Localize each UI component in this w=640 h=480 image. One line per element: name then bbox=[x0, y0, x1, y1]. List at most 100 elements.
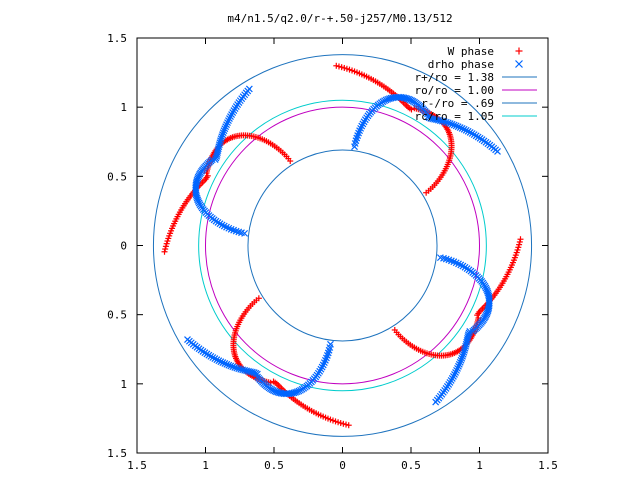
point-s1-a0-74 bbox=[453, 366, 460, 374]
point-s1-a1-69 bbox=[452, 122, 460, 130]
point-s1-a0-72 bbox=[455, 362, 462, 370]
point-s1-a1-68 bbox=[450, 121, 458, 129]
point-s1-a0-76 bbox=[451, 370, 458, 378]
point-s1-a3-63 bbox=[237, 365, 245, 373]
x-tick-label-0: 1.5 bbox=[127, 459, 147, 472]
point-s1-a3-66 bbox=[231, 363, 239, 371]
point-s1-a3-77 bbox=[209, 354, 217, 361]
point-s0-a2-88 bbox=[340, 420, 347, 427]
point-s1-a3-53 bbox=[254, 373, 261, 381]
point-s0-a0-89 bbox=[335, 63, 342, 70]
legend-label-1: drho phase bbox=[428, 58, 494, 71]
point-s1-a3-73 bbox=[217, 358, 225, 366]
point-s1-a0-64 bbox=[461, 346, 468, 354]
point-s0-a1-90 bbox=[161, 248, 168, 255]
point-s1-a3-69 bbox=[225, 361, 233, 369]
point-s1-a3-65 bbox=[233, 364, 241, 372]
point-s1-a0-69 bbox=[457, 356, 465, 364]
point-s1-a3-71 bbox=[221, 360, 229, 367]
point-s1-a1-60 bbox=[435, 116, 442, 124]
circle-4 bbox=[247, 149, 438, 342]
point-s0-a3-90 bbox=[517, 236, 524, 243]
point-s0-a1-89 bbox=[162, 246, 169, 253]
y-tick-label-5: 1 bbox=[120, 378, 127, 391]
point-s1-a2-68 bbox=[219, 129, 227, 137]
circle-2 bbox=[152, 54, 533, 437]
point-s1-a2-65 bbox=[217, 135, 225, 143]
point-s1-a3-61 bbox=[241, 366, 249, 374]
point-s0-a3-88 bbox=[516, 241, 523, 248]
point-s1-a1-74 bbox=[462, 126, 470, 134]
point-s1-a2-62 bbox=[215, 141, 223, 149]
point-s1-a3-76 bbox=[211, 355, 219, 363]
point-s1-a0-71 bbox=[455, 360, 463, 368]
point-s1-a0-59 bbox=[463, 336, 471, 344]
point-s1-a3-90 bbox=[184, 336, 191, 343]
point-s0-a3-87 bbox=[515, 244, 522, 251]
point-s1-a2-59 bbox=[214, 147, 222, 155]
point-s1-a1-70 bbox=[454, 123, 462, 131]
point-s1-a1-77 bbox=[468, 130, 476, 137]
point-s0-a1-87 bbox=[163, 240, 170, 247]
legend-label-5: rc/ro = 1.05 bbox=[415, 110, 494, 123]
point-s1-a1-67 bbox=[448, 120, 456, 128]
point-s1-a0-73 bbox=[454, 364, 461, 372]
point-s1-a3-75 bbox=[213, 356, 221, 364]
y-tick-label-3: 0 bbox=[120, 240, 127, 253]
point-s1-a2-69 bbox=[220, 127, 228, 135]
point-s1-a2-90 bbox=[245, 85, 253, 93]
point-s1-a3-62 bbox=[239, 366, 247, 374]
x-tick-label-2: 0.5 bbox=[264, 459, 284, 472]
point-s1-a1-75 bbox=[464, 127, 472, 135]
point-s1-a0-66 bbox=[459, 350, 467, 358]
point-s1-a2-76 bbox=[227, 113, 234, 121]
point-s1-a0-62 bbox=[462, 342, 470, 350]
point-s0-a2-89 bbox=[343, 421, 350, 428]
legend-label-2: r+/ro = 1.38 bbox=[415, 71, 494, 84]
point-s0-a2-90 bbox=[345, 422, 352, 429]
point-s0-a0-87 bbox=[341, 64, 348, 71]
circle-3 bbox=[205, 106, 480, 385]
point-s1-a2-67 bbox=[219, 131, 226, 139]
point-s0-a0-86 bbox=[343, 65, 350, 72]
point-s1-a1-90 bbox=[494, 148, 501, 155]
y-tick-label-1: 1 bbox=[120, 101, 127, 114]
x-tick-label-5: 1 bbox=[476, 459, 483, 472]
reference-circles bbox=[152, 54, 533, 437]
point-s1-a3-64 bbox=[235, 365, 243, 373]
point-s1-a0-65 bbox=[460, 348, 468, 356]
x-axis-ticks: 1.5 1 0.5 0 0.5 1 1.5 bbox=[127, 38, 558, 472]
point-s0-a3-85 bbox=[513, 249, 520, 256]
y-tick-label-4: 0.5 bbox=[107, 309, 127, 322]
point-s1-a0-67 bbox=[459, 352, 466, 360]
point-s1-a3-74 bbox=[215, 357, 223, 365]
point-s1-a2-77 bbox=[228, 111, 236, 119]
point-s0-a1-85 bbox=[165, 235, 172, 242]
x-tick-label-6: 1.5 bbox=[538, 459, 558, 472]
point-s1-a2-75 bbox=[226, 115, 233, 123]
point-s1-a2-74 bbox=[225, 117, 232, 125]
point-s1-a1-65 bbox=[444, 119, 452, 127]
point-s0-a3-86 bbox=[514, 246, 521, 253]
point-s1-a1-61 bbox=[436, 117, 444, 125]
point-s1-a1-62 bbox=[438, 117, 446, 125]
circle-5 bbox=[198, 99, 487, 392]
point-s1-a2-64 bbox=[217, 137, 224, 145]
point-s0-a0-88 bbox=[338, 64, 345, 71]
point-s1-a1-71 bbox=[456, 124, 464, 131]
point-s1-a1-73 bbox=[460, 125, 468, 133]
legend-label-0: W phase bbox=[448, 45, 494, 58]
point-s1-a3-67 bbox=[229, 363, 237, 371]
point-s1-a0-77 bbox=[449, 372, 457, 380]
point-s1-a3-68 bbox=[227, 362, 235, 370]
point-s1-a0-90 bbox=[432, 398, 440, 406]
legend-label-3: ro/ro = 1.00 bbox=[415, 84, 494, 97]
point-s1-a1-64 bbox=[442, 118, 450, 126]
point-s0-a0-90 bbox=[333, 62, 340, 69]
point-s1-a0-53 bbox=[469, 327, 477, 335]
point-s0-a3-89 bbox=[516, 238, 523, 245]
point-s1-a2-61 bbox=[215, 143, 223, 151]
point-s1-a2-66 bbox=[218, 133, 226, 141]
